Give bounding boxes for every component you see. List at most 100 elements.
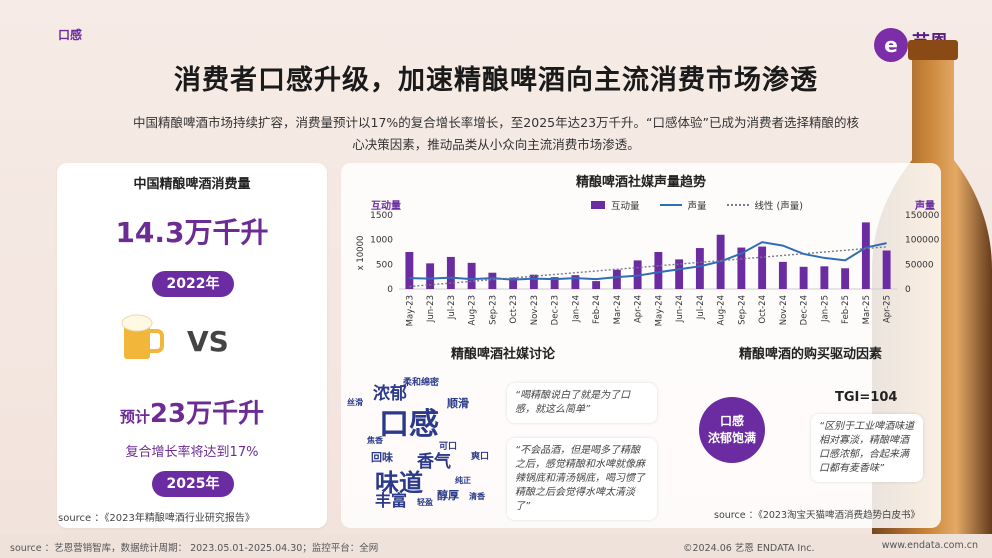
x-tick-label: Nov-24 — [779, 295, 789, 325]
x-tick-label: Sep-24 — [737, 295, 747, 325]
x-tick-label: Feb-25 — [841, 295, 851, 324]
bar-interaction — [820, 266, 829, 289]
bar-interaction — [695, 248, 704, 289]
bar-interaction — [488, 272, 497, 289]
x-tick-label: Dec-24 — [800, 295, 810, 325]
word-cloud-term: 浓郁 — [373, 384, 407, 404]
word-cloud-term: 焦香 — [367, 436, 383, 445]
x-tick-label: Dec-23 — [551, 295, 561, 325]
year-2022-badge: 2022年 — [152, 271, 234, 297]
right-tick-label: 0 — [905, 285, 911, 295]
x-tick-label: Aug-24 — [717, 295, 727, 325]
x-tick-label: May-24 — [654, 295, 664, 326]
x-tick-label: Jul-23 — [447, 295, 457, 320]
legend-bar: 互动量 — [591, 198, 640, 212]
bar-interaction — [861, 222, 870, 289]
legend-line-swatch — [659, 204, 682, 206]
bar-interaction — [882, 250, 891, 289]
word-cloud-term: 丰富 — [375, 491, 408, 510]
chart-title: 精酿啤酒社媒声量趋势 — [575, 175, 706, 190]
word-cloud-term: 味道 — [375, 469, 423, 497]
left-axis-label: 互动量 — [371, 201, 401, 212]
page-subtitle: 中国精酿啤酒市场持续扩容，消费量预计以17%的复合增长率增长，至2025年达23… — [80, 112, 912, 156]
bar-interaction — [758, 246, 767, 289]
x-tick-label: Mar-24 — [613, 295, 623, 324]
x-tick-label: Sep-23 — [488, 295, 498, 325]
x-tick-label: Aug-23 — [468, 295, 478, 325]
word-cloud-term: 清香 — [469, 492, 485, 501]
legend-line: 声量 — [659, 198, 707, 212]
vs-label: VS — [187, 325, 229, 358]
footer-source: source ：艺恩营销智库，数据统计周期： 2023.05.01-2025.0… — [10, 543, 379, 554]
word-cloud-term: 醇厚 — [437, 489, 459, 502]
discussion-title: 精酿啤酒社媒讨论 — [451, 347, 556, 362]
bar-interaction — [426, 263, 435, 289]
left-tick-label: 1000 — [370, 236, 393, 246]
year-2025-badge: 2025年 — [152, 471, 234, 497]
x-tick-label: Oct-24 — [758, 295, 768, 324]
line-trend — [409, 246, 887, 288]
bar-interaction — [799, 266, 808, 289]
value-2025: 预计23万千升 — [57, 393, 327, 430]
x-tick-label: Jan-25 — [820, 295, 830, 323]
x-tick-label: Nov-23 — [530, 295, 540, 325]
right-source: source ：《2023淘宝天猫啤酒消费趋势白皮书》 — [714, 510, 920, 521]
tgi-value: TGI=104 — [835, 390, 898, 405]
quote-bubble-2: “不会品酒，但是喝多了精酿之后，感觉精酿和水啤就像麻辣锅底和清汤锅底，喝习惯了精… — [507, 438, 657, 520]
x-tick-label: Jun-24 — [675, 295, 685, 323]
x-tick-label: Oct-23 — [509, 295, 519, 324]
legend-trend: 线性 (声量) — [726, 198, 803, 212]
legend-trend-label: 线性 (声量) — [754, 201, 803, 212]
page-title: 消费者口感升级，加速精酿啤酒向主流消费市场渗透 — [174, 65, 818, 96]
word-cloud-term: 可口 — [439, 442, 458, 452]
left-axis-unit: x 10000 — [356, 236, 366, 271]
x-tick-label: Apr-24 — [634, 295, 644, 323]
footer-website: www.endata.com.cn — [881, 540, 978, 551]
left-source: source ：《2023年精酿啤酒行业研究报告》 — [58, 513, 255, 524]
right-tick-label: 150000 — [905, 211, 940, 221]
word-cloud-term: 丝滑 — [347, 398, 363, 407]
value-2022: 14.3万千升 — [115, 216, 269, 249]
x-tick-label: Jun-23 — [426, 295, 436, 323]
word-cloud-term: 顺滑 — [447, 397, 469, 410]
section-tag: 口感 — [58, 28, 83, 42]
legend-bar-swatch — [591, 201, 605, 209]
footer: source ：艺恩营销智库，数据统计周期： 2023.05.01-2025.0… — [0, 534, 992, 558]
left-tick-label: 1500 — [370, 211, 393, 221]
bar-interaction — [550, 277, 559, 289]
bar-interaction — [509, 277, 518, 289]
legend-bar-label: 互动量 — [611, 201, 640, 212]
bar-interaction — [405, 252, 414, 289]
bar-interaction — [737, 247, 746, 289]
word-cloud: 浓郁 柔和绵密 顺滑 丝滑 口感 焦香 回味 可口 爽口 香气 味道 丰富 醇厚… — [343, 363, 493, 510]
chart-legend: 互动量 声量 线性 (声量) — [591, 198, 803, 212]
left-tick-label: 0 — [387, 285, 393, 295]
taste-badge-line-1: 口感 — [719, 414, 744, 428]
x-tick-label: Apr-25 — [883, 295, 893, 323]
legend-trend-swatch — [726, 204, 749, 206]
word-cloud-term: 纯正 — [455, 476, 471, 485]
quote-bubble-1: “喝精酿说白了就是为了口感，就这么简单” — [507, 383, 657, 423]
bar-interaction — [675, 259, 684, 289]
x-tick-label: Feb-24 — [592, 295, 602, 324]
subtitle-line-1: 中国精酿啤酒市场持续扩容，消费量预计以17%的复合增长率增长，至2025年达23… — [133, 115, 859, 130]
x-tick-label: May-23 — [405, 295, 415, 326]
left-tick-label: 500 — [376, 260, 393, 270]
x-tick-label: Jan-24 — [571, 295, 581, 323]
taste-badge-line-2: 浓郁饱满 — [707, 431, 756, 445]
legend-line-label: 声量 — [687, 201, 707, 212]
subtitle-line-2: 心决策因素，推动品类从小众向主流消费市场渗透。 — [352, 137, 640, 152]
social-trend-panel: 精酿啤酒社媒声量趋势 互动量 声量 线性 (声量) 互动量 声量 1500 100… — [341, 163, 941, 528]
driver-title: 精酿啤酒的购买驱动因素 — [739, 347, 883, 362]
footer-copyright: ©2024.06 艺恩 ENDATA Inc. — [683, 543, 815, 554]
bar-interaction — [841, 268, 850, 289]
consumption-card-title: 中国精酿啤酒消费量 — [133, 177, 251, 192]
bar-interaction — [654, 252, 663, 289]
word-cloud-term: 柔和绵密 — [403, 378, 440, 388]
right-tick-label: 50000 — [905, 260, 934, 270]
word-cloud-term: 香气 — [417, 452, 451, 472]
bar-interaction — [529, 274, 538, 289]
line-volume — [409, 241, 887, 281]
bar-interaction — [467, 262, 476, 289]
quote-bubble-3: “区别于工业啤酒味道相对寡淡，精酿啤酒口感浓郁，合起来满口都有麦香味” — [811, 414, 923, 482]
